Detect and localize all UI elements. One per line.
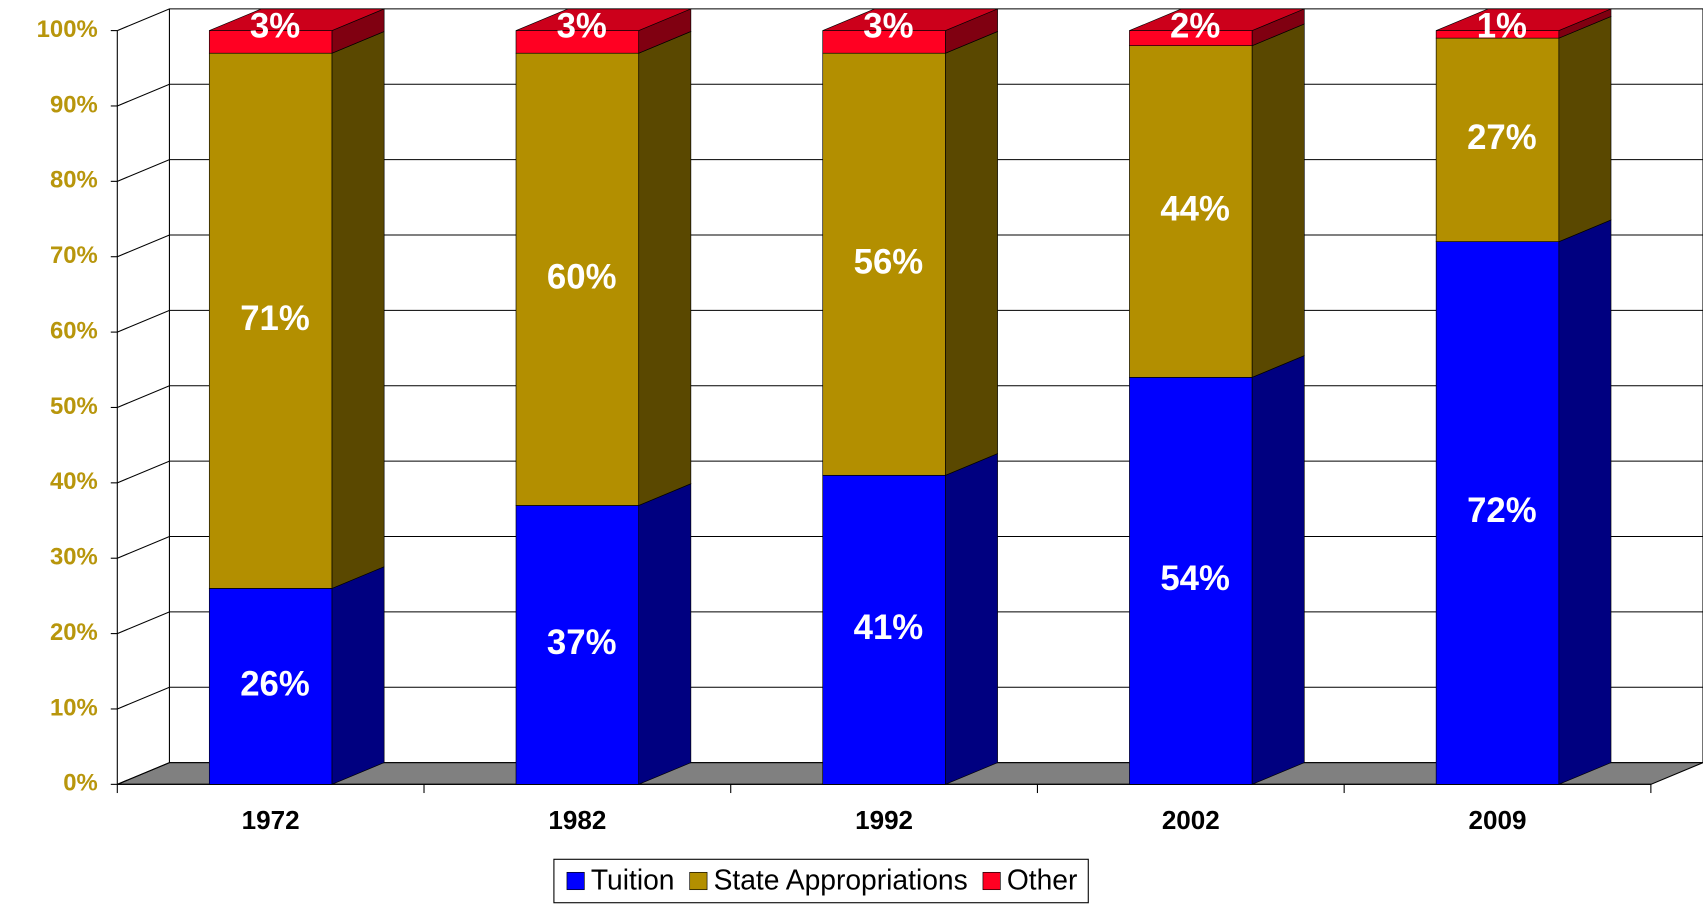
x-tick-label: 1972	[242, 805, 300, 835]
legend-swatch	[566, 871, 585, 891]
bar-front	[822, 52, 946, 476]
y-tick-label: 20%	[50, 619, 98, 646]
data-label: 26%	[240, 666, 310, 704]
legend-swatch	[689, 871, 708, 891]
data-label: 1%	[1477, 8, 1527, 46]
bar-side	[945, 453, 998, 785]
bar-top	[1129, 8, 1305, 31]
bar-front	[1129, 45, 1253, 378]
data-label: 60%	[547, 259, 617, 297]
data-label: 2%	[1170, 8, 1220, 46]
legend: Tuition State Appropriations Other	[553, 858, 1089, 904]
y-tick-label: 60%	[50, 317, 98, 344]
legend-label: Other	[1007, 864, 1078, 896]
y-tick-label: 50%	[50, 393, 98, 420]
bar-front	[822, 474, 946, 785]
bar-front	[208, 588, 333, 785]
y-tick-label: 30%	[50, 544, 98, 571]
bar-side	[1558, 15, 1612, 243]
data-label: 41%	[854, 609, 924, 647]
data-label: 71%	[240, 300, 310, 338]
bar-top	[822, 8, 998, 31]
bar-front	[515, 505, 640, 785]
data-label: 3%	[863, 8, 913, 46]
legend-box	[553, 858, 1089, 904]
bar-front	[1435, 241, 1560, 785]
bar-side	[1251, 23, 1305, 378]
bar-side	[638, 483, 692, 785]
x-tick-label: 1982	[548, 805, 606, 835]
bar-side	[331, 30, 385, 589]
bar-front	[1129, 376, 1253, 785]
bar-side	[1251, 355, 1305, 785]
data-label: 27%	[1467, 119, 1537, 157]
y-tick-label: 10%	[50, 694, 98, 721]
y-tick-label: 70%	[50, 242, 98, 269]
bar-side	[331, 566, 385, 785]
bar-top	[515, 8, 691, 31]
y-tick-label: 100%	[37, 16, 98, 43]
data-label: 56%	[854, 243, 924, 281]
legend-swatch	[982, 871, 1001, 891]
bar-top	[1436, 8, 1612, 31]
data-label: 37%	[547, 624, 617, 662]
x-tick-label: 1992	[855, 805, 913, 835]
y-tick-label: 0%	[63, 770, 98, 797]
x-tick-label: 2002	[1162, 805, 1220, 835]
bar-side	[638, 30, 692, 506]
data-label: 44%	[1160, 191, 1230, 229]
bar-front	[208, 52, 333, 589]
bar-side	[945, 30, 998, 476]
bar-front	[515, 52, 640, 506]
bar-side	[1558, 219, 1612, 785]
data-label: 3%	[250, 8, 300, 46]
x-tick-label: 2009	[1469, 805, 1527, 835]
y-tick-label: 40%	[50, 468, 98, 495]
data-label: 3%	[557, 8, 607, 46]
y-tick-label: 90%	[50, 91, 98, 118]
data-label: 72%	[1467, 492, 1537, 530]
bar-top	[209, 8, 385, 31]
legend-label: Tuition	[591, 864, 675, 896]
data-label: 54%	[1160, 560, 1230, 598]
legend-label: State Appropriations	[714, 864, 968, 896]
bar-front	[1435, 37, 1560, 242]
y-tick-label: 80%	[50, 167, 98, 194]
